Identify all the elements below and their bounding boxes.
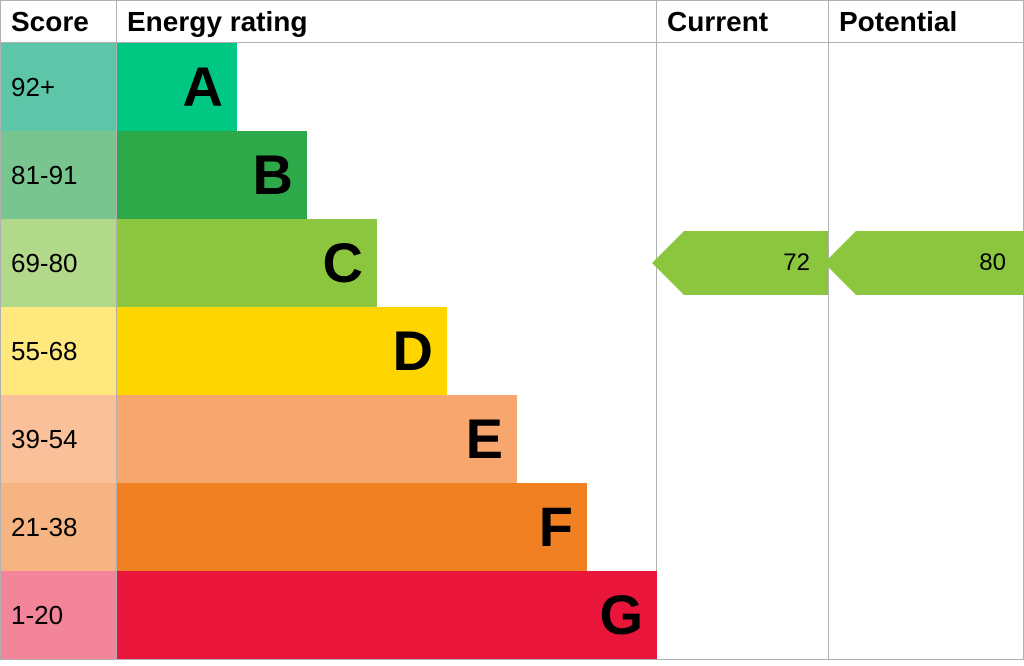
potential-cell [829,131,1024,219]
rating-cell: F [117,483,656,571]
header-row: Score Energy rating Current Potential [1,1,1023,43]
rating-cell: D [117,307,656,395]
rating-letter: B [253,147,293,203]
rating-bar-e: E [117,395,517,483]
rating-cell: E [117,395,656,483]
rating-bar-d: D [117,307,447,395]
potential-cell [829,483,1024,571]
potential-cell [829,307,1024,395]
current-cell: 72 [657,219,828,307]
rating-letter: E [466,411,503,467]
score-cell: 81-91 [1,131,116,219]
rating-letter: F [539,499,573,555]
current-cell [657,307,828,395]
rating-letter: D [393,323,433,379]
score-cell: 39-54 [1,395,116,483]
rating-bar-a: A [117,43,237,131]
header-score: Score [1,1,116,42]
rating-cell: C [117,219,656,307]
rating-bar-c: C [117,219,377,307]
potential-cell: 80 [829,219,1024,307]
rating-bar-g: G [117,571,657,659]
score-cell: 69-80 [1,219,116,307]
potential-cell [829,571,1024,659]
current-cell [657,571,828,659]
header-current: Current [656,1,828,42]
rating-column: ABCDEFG [116,43,656,659]
current-cell [657,43,828,131]
score-cell: 55-68 [1,307,116,395]
rating-letter: A [183,59,223,115]
potential-indicator: 80 [856,231,1024,295]
rating-cell: B [117,131,656,219]
rating-bar-b: B [117,131,307,219]
score-cell: 1-20 [1,571,116,659]
epc-chart: Score Energy rating Current Potential 92… [0,0,1024,660]
potential-column: 80 [828,43,1024,659]
current-indicator: 72 [684,231,828,295]
current-column: 72 [656,43,828,659]
potential-cell [829,43,1024,131]
rating-bar-f: F [117,483,587,571]
current-cell [657,131,828,219]
score-cell: 21-38 [1,483,116,571]
current-cell [657,483,828,571]
rating-cell: G [117,571,656,659]
header-rating: Energy rating [116,1,656,42]
score-cell: 92+ [1,43,116,131]
score-column: 92+81-9169-8055-6839-5421-381-20 [1,43,116,659]
potential-cell [829,395,1024,483]
rating-cell: A [117,43,656,131]
rating-letter: C [323,235,363,291]
rating-letter: G [599,587,643,643]
current-cell [657,395,828,483]
header-potential: Potential [828,1,1024,42]
chart-body: 92+81-9169-8055-6839-5421-381-20 ABCDEFG… [1,43,1023,659]
